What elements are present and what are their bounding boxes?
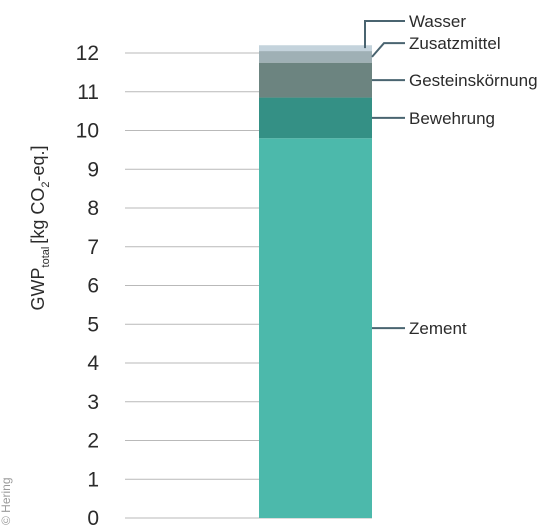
y-axis-label: GWPtotal[kg CO2-eq.] <box>28 146 52 311</box>
y-tick-label-6: 6 <box>87 275 99 298</box>
segment-label-zement: Zement <box>409 319 467 338</box>
bar-segment-bewehrung <box>259 97 372 139</box>
bar-segment-zement <box>259 138 372 518</box>
segment-label-wasser: Wasser <box>409 12 466 31</box>
segment-label-zusatzmittel: Zusatzmittel <box>409 34 501 53</box>
bar-segment-gesteinsk-rnung <box>259 62 372 98</box>
bar-segment-zusatzmittel <box>259 51 372 63</box>
y-tick-label-8: 8 <box>87 197 99 220</box>
segment-label-gesteinsk-rnung: Gesteinskörnung <box>409 71 538 90</box>
y-tick-label-7: 7 <box>87 236 99 259</box>
y-tick-label-2: 2 <box>87 430 99 453</box>
stacked-bar <box>259 45 372 518</box>
y-tick-label-10: 10 <box>76 120 99 143</box>
bar-segment-wasser <box>259 45 372 52</box>
y-tick-label-11: 11 <box>77 81 99 104</box>
segment-label-bewehrung: Bewehrung <box>409 109 495 128</box>
photo-credit: © Hering <box>0 477 13 525</box>
y-tick-label-1: 1 <box>87 468 99 491</box>
y-tick-label-9: 9 <box>87 158 99 181</box>
y-tick-label-0: 0 <box>87 507 99 530</box>
y-tick-label-5: 5 <box>87 313 99 336</box>
y-tick-label-3: 3 <box>87 391 99 414</box>
y-tick-label-12: 12 <box>76 42 99 65</box>
y-tick-label-4: 4 <box>87 352 99 375</box>
leader-line-zusatzmittel <box>371 42 405 58</box>
leader-line-wasser <box>364 20 405 49</box>
segment-labels: Zement Bewehrung Gesteinskörnung Zusatzmitt… <box>364 12 538 338</box>
